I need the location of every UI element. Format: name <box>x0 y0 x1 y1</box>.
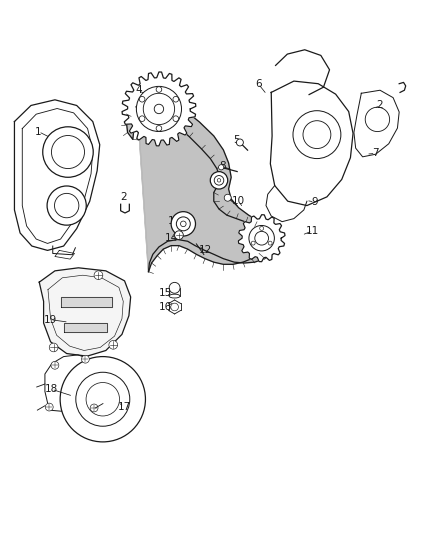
Circle shape <box>171 212 195 236</box>
Circle shape <box>76 372 130 426</box>
Polygon shape <box>270 81 353 206</box>
Circle shape <box>86 383 120 416</box>
Polygon shape <box>64 323 107 332</box>
Circle shape <box>303 120 331 149</box>
Polygon shape <box>127 99 276 272</box>
Text: 14: 14 <box>165 233 178 243</box>
Text: 7: 7 <box>372 148 379 158</box>
Circle shape <box>210 172 228 189</box>
Text: 3: 3 <box>170 114 177 124</box>
Text: 2: 2 <box>377 100 383 110</box>
Circle shape <box>60 357 145 442</box>
Circle shape <box>94 271 103 279</box>
Polygon shape <box>14 100 100 251</box>
Text: 6: 6 <box>255 79 261 88</box>
Text: 16: 16 <box>159 302 173 312</box>
Circle shape <box>47 186 86 225</box>
Text: 8: 8 <box>219 161 226 172</box>
Circle shape <box>175 231 184 239</box>
Circle shape <box>268 241 272 245</box>
Circle shape <box>109 341 117 349</box>
Text: 13: 13 <box>177 226 190 236</box>
Polygon shape <box>39 268 131 356</box>
Circle shape <box>43 127 93 177</box>
Text: 18: 18 <box>45 384 58 394</box>
Circle shape <box>49 343 58 352</box>
Text: 12: 12 <box>198 245 212 255</box>
Circle shape <box>169 282 180 293</box>
Circle shape <box>173 96 179 102</box>
Circle shape <box>214 175 224 185</box>
Circle shape <box>173 116 179 122</box>
Circle shape <box>46 403 53 411</box>
Circle shape <box>224 194 231 201</box>
Circle shape <box>365 107 390 132</box>
Circle shape <box>81 356 89 363</box>
Circle shape <box>51 135 85 168</box>
Circle shape <box>217 179 221 182</box>
Circle shape <box>251 241 255 245</box>
Text: 2: 2 <box>120 192 127 202</box>
Circle shape <box>156 87 162 92</box>
Polygon shape <box>354 90 399 157</box>
Text: 5: 5 <box>233 135 240 146</box>
Circle shape <box>255 231 268 245</box>
Circle shape <box>139 116 145 122</box>
Text: 1: 1 <box>168 216 174 226</box>
Circle shape <box>139 96 145 102</box>
Polygon shape <box>45 355 104 413</box>
Circle shape <box>293 111 341 158</box>
Circle shape <box>237 139 244 146</box>
Text: 9: 9 <box>311 197 318 207</box>
Text: 19: 19 <box>43 314 57 325</box>
Polygon shape <box>238 215 285 262</box>
Circle shape <box>219 165 224 170</box>
Text: 1: 1 <box>35 126 42 136</box>
Circle shape <box>177 217 190 231</box>
Circle shape <box>143 93 175 125</box>
Circle shape <box>156 126 162 131</box>
Text: 15: 15 <box>159 288 173 298</box>
Ellipse shape <box>169 294 180 298</box>
Polygon shape <box>122 72 196 146</box>
Circle shape <box>171 303 178 311</box>
Circle shape <box>90 404 98 412</box>
Polygon shape <box>61 297 112 307</box>
Circle shape <box>154 104 164 114</box>
Text: 10: 10 <box>232 196 245 206</box>
Text: 17: 17 <box>117 402 131 411</box>
Circle shape <box>54 193 79 218</box>
Circle shape <box>180 221 186 227</box>
Circle shape <box>260 227 264 230</box>
Circle shape <box>51 361 59 369</box>
Text: 4: 4 <box>135 85 142 95</box>
Text: 11: 11 <box>306 226 319 236</box>
Circle shape <box>249 225 274 251</box>
Circle shape <box>136 86 181 132</box>
